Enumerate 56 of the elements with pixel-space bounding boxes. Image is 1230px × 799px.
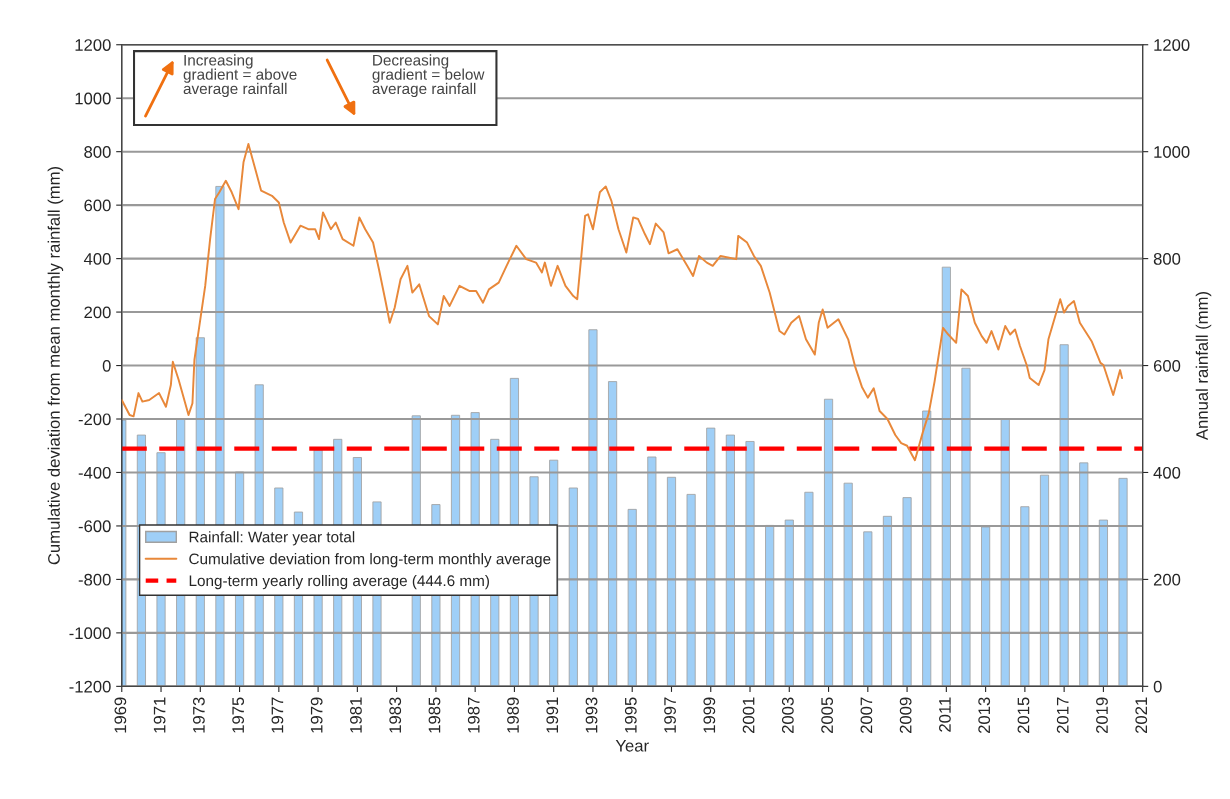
x-tick-label: 2007 [860, 697, 873, 733]
x-tick-label: 1975 [232, 697, 245, 733]
y-tick-label: -200 [78, 413, 111, 426]
y-tick-label: -400 [78, 466, 111, 479]
x-tick-label: 1995 [624, 697, 637, 733]
x-tick-label: 2009 [899, 697, 912, 733]
y2-tick-label: 200 [1153, 573, 1181, 586]
x-tick-label: 2021 [1135, 697, 1148, 733]
x-tick-label: 1977 [271, 697, 284, 733]
x-tick-label: 1991 [546, 697, 559, 733]
x-tick-label: 1985 [428, 697, 441, 733]
y-tick-label: -1200 [69, 680, 111, 693]
y-tick-label: -1000 [69, 627, 111, 640]
x-tick-label: 2005 [821, 697, 834, 733]
x-tick-label: 1989 [507, 697, 519, 733]
x-tick-label: 1983 [389, 697, 402, 733]
y2-tick-label: 0 [1153, 680, 1162, 693]
y-tick-label: 400 [83, 253, 111, 265]
x-tick-label: 2017 [1056, 697, 1069, 733]
x-tick-label: 1969 [114, 697, 127, 733]
x-tick-label: 2001 [742, 697, 755, 733]
line-series [121, 142, 1124, 462]
x-tick-label: 2003 [781, 697, 794, 733]
x-tick-label: 2013 [978, 697, 991, 733]
y2-tick-label: 1200 [1154, 39, 1190, 51]
y-tick-label: -800 [78, 573, 111, 586]
annotation: Decreasing gradient = below average rainfall [372, 54, 485, 98]
legend-label: Long-term yearly rolling average (444.6 mm) [189, 574, 489, 590]
x-tick-label: 1993 [585, 697, 598, 733]
y-tick-label: 1000 [75, 92, 111, 105]
y-axis-title: Cumulative deviation from mean monthly rainfall (mm) [47, 166, 64, 565]
x-axis-title: Year [615, 740, 649, 752]
x-tick-label: 1997 [664, 697, 676, 733]
x-tick-label: 1999 [703, 697, 716, 733]
x-tick-label: 1981 [350, 697, 362, 733]
legend-label: Cumulative deviation from long-term monthly average [189, 553, 551, 568]
x-tick-label: 1973 [192, 697, 205, 733]
x-tick-label: 2019 [1096, 697, 1108, 733]
y2-tick-label: 400 [1153, 466, 1181, 479]
x-tick-label: 2011 [939, 697, 951, 732]
x-tick-label: 2015 [1017, 697, 1030, 733]
x-tick-label: 1987 [467, 697, 480, 733]
y2-tick-label: 800 [1153, 253, 1181, 265]
y-tick-label: 200 [84, 306, 111, 319]
y-tick-label: 1200 [75, 39, 111, 51]
legend-label: Rainfall: Water year total [189, 531, 355, 546]
annotation: Increasing gradient = above average rainfall [183, 54, 297, 98]
y2-axis-title: Annual rainfall (mm) [1195, 292, 1212, 441]
y2-tick-label: 600 [1153, 359, 1181, 372]
y-tick-label: 800 [84, 146, 111, 158]
y-tick-label: 600 [84, 199, 111, 212]
y-tick-label: -600 [78, 520, 111, 533]
x-tick-label: 1971 [153, 697, 166, 733]
y2-tick-label: 1000 [1154, 146, 1190, 158]
x-tick-label: 1979 [310, 697, 323, 733]
y-tick-label: 0 [102, 359, 111, 372]
